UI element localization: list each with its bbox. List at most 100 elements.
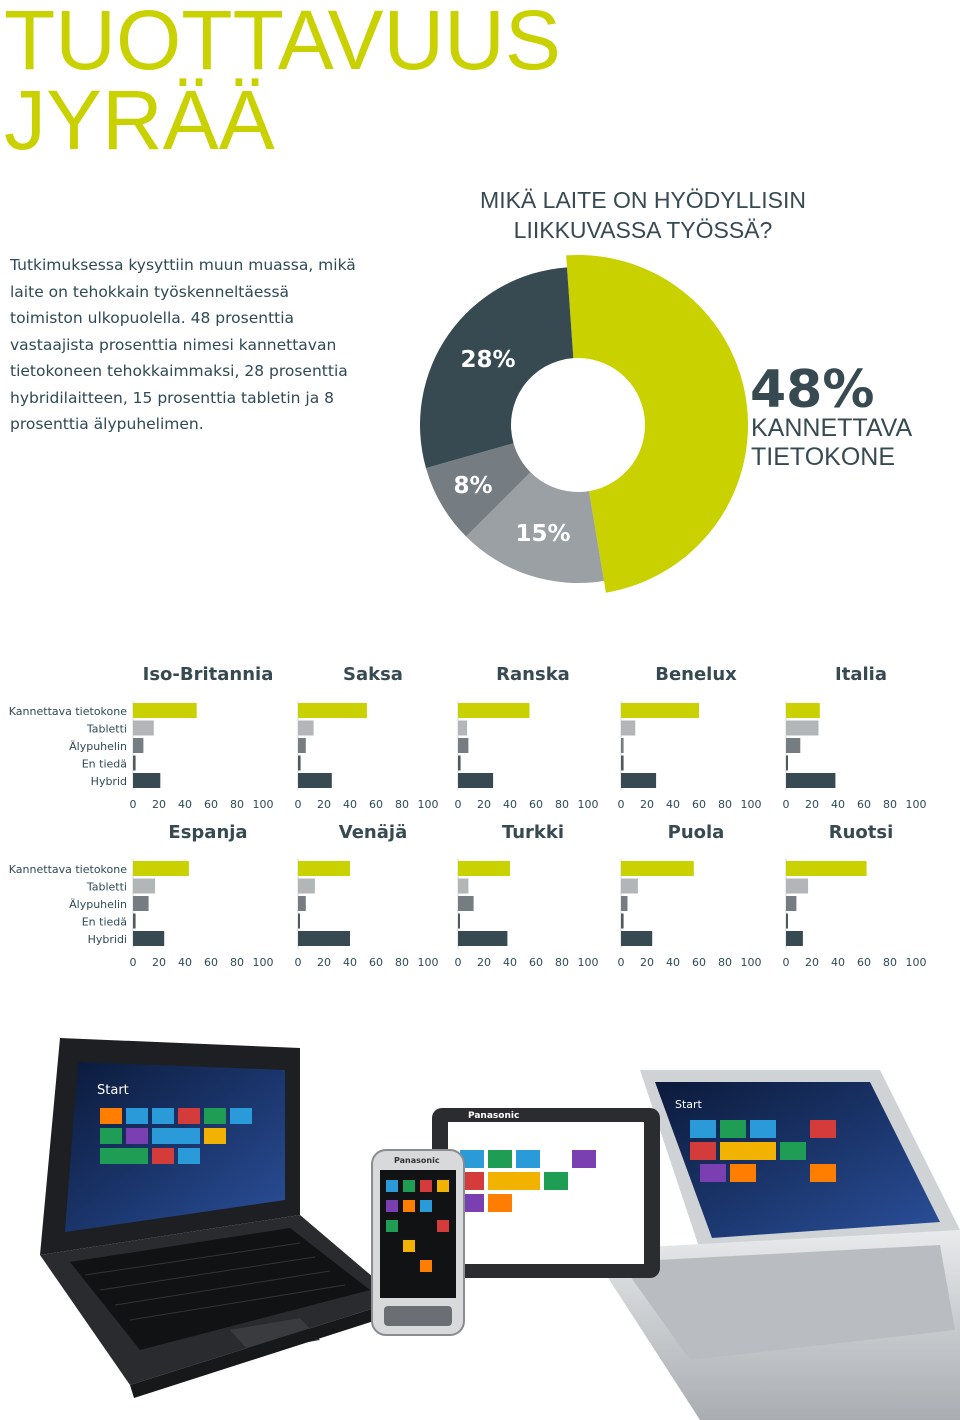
tick-label: 0 [455, 956, 462, 969]
donut-slice-label: 8% [453, 473, 492, 499]
intro-paragraph: Tutkimuksessa kysyttiin muun muassa, mik… [10, 256, 356, 433]
tick-label: 40 [343, 798, 357, 811]
bar [133, 878, 156, 894]
bar [298, 878, 315, 894]
bar [298, 720, 314, 736]
tick-label: 40 [343, 956, 357, 969]
bar [458, 931, 508, 946]
bar [458, 773, 494, 788]
category-label: Hybrid [91, 775, 127, 788]
panel-ruotsi: Ruotsi 0 20 40 60 80 100 [783, 822, 927, 969]
tick-label: 20 [805, 956, 819, 969]
panel-title: Ruotsi [829, 822, 894, 843]
panel-title: Turkki [502, 822, 564, 843]
bar [133, 720, 154, 736]
tick-label: 20 [152, 798, 166, 811]
laptop-start-label: Start [97, 1083, 129, 1098]
tick-label: 60 [857, 798, 871, 811]
panel-puola: Puola 0 20 40 60 80 100 [618, 822, 762, 969]
bar [786, 896, 797, 911]
bar [621, 773, 657, 788]
tick-label: 100 [418, 956, 439, 969]
bar [786, 720, 819, 736]
bar [458, 755, 461, 771]
tick-label: 60 [204, 956, 218, 969]
tick-label: 60 [369, 798, 383, 811]
tick-label: 0 [618, 956, 625, 969]
bar [133, 738, 144, 753]
bar [298, 773, 332, 788]
bar [458, 720, 468, 736]
rugged-tablet-icon: Panasonic [432, 1108, 660, 1278]
category-label: Älypuhelin [69, 740, 127, 753]
category-label: En tiedä [82, 758, 127, 771]
tick-label: 20 [152, 956, 166, 969]
tick-label: 100 [741, 956, 762, 969]
tick-label: 100 [418, 798, 439, 811]
bar [458, 861, 510, 876]
tick-label: 80 [718, 956, 732, 969]
tick-label: 60 [529, 956, 543, 969]
tick-label: 40 [178, 798, 192, 811]
donut-slice [425, 443, 531, 537]
category-label: Tabletti [86, 723, 127, 736]
panel-title: Venäjä [339, 822, 407, 843]
tick-label: 20 [317, 798, 331, 811]
bar [298, 913, 300, 929]
tick-label: 20 [477, 956, 491, 969]
tick-label: 100 [906, 798, 927, 811]
panel-italia: Italia 0 20 40 60 80 100 [783, 664, 927, 811]
bar [621, 755, 624, 771]
panel-turkki: Turkki 0 20 40 60 80 100 [455, 822, 599, 969]
panel-venäjä: Venäjä 0 20 40 60 80 100 [295, 822, 439, 969]
panel-iso-britannia: Iso-Britannia 0 20 40 60 80 100 [130, 664, 274, 811]
bar [133, 773, 161, 788]
category-label: Hybridi [88, 933, 127, 946]
tick-label: 60 [529, 798, 543, 811]
bar [621, 720, 636, 736]
panel-title: Iso-Britannia [143, 664, 274, 685]
tick-label: 80 [395, 956, 409, 969]
bar [133, 931, 165, 946]
bar [458, 896, 474, 911]
tick-label: 60 [857, 956, 871, 969]
title-line-1: TUOTTAVUUS [4, 0, 561, 87]
donut-slice [466, 472, 604, 584]
tick-label: 0 [618, 798, 625, 811]
convertible-start-label: Start [675, 1098, 703, 1111]
tick-label: 0 [130, 956, 137, 969]
tick-label: 20 [640, 956, 654, 969]
panel-benelux: Benelux 0 20 40 60 80 100 [618, 664, 762, 811]
tick-label: 100 [578, 956, 599, 969]
panel-saksa: Saksa 0 20 40 60 80 100 [295, 664, 439, 811]
bar [786, 861, 867, 876]
tick-label: 20 [317, 956, 331, 969]
tick-label: 0 [455, 798, 462, 811]
bar [621, 878, 638, 894]
bar [133, 755, 136, 771]
donut-slice-label: 28% [460, 347, 515, 373]
panel-espanja: Espanja 0 20 40 60 80 100 [130, 822, 274, 969]
callout-label-line-1: KANNETTAVA [751, 414, 912, 442]
category-label: Kannettava tietokone [9, 705, 127, 718]
bar [786, 703, 820, 718]
tick-label: 80 [230, 956, 244, 969]
category-label: En tiedä [82, 916, 127, 929]
bar [298, 738, 306, 753]
tick-label: 100 [906, 956, 927, 969]
bar [133, 896, 149, 911]
tick-label: 20 [477, 798, 491, 811]
tick-label: 0 [295, 798, 302, 811]
tick-label: 80 [555, 956, 569, 969]
tick-label: 0 [295, 956, 302, 969]
donut-slice [566, 255, 748, 593]
bar [786, 913, 788, 929]
tick-label: 80 [555, 798, 569, 811]
panel-title: Ranska [496, 664, 570, 685]
page-title: TUOTTAVUUS JYRÄÄ [4, 0, 561, 162]
tick-label: 20 [805, 798, 819, 811]
donut-slice-label: 15% [515, 521, 570, 547]
tick-label: 40 [503, 956, 517, 969]
category-label: Kannettava tietokone [9, 863, 127, 876]
donut-title-line-2: LIIKKUVASSA TYÖSSÄ? [514, 217, 773, 243]
